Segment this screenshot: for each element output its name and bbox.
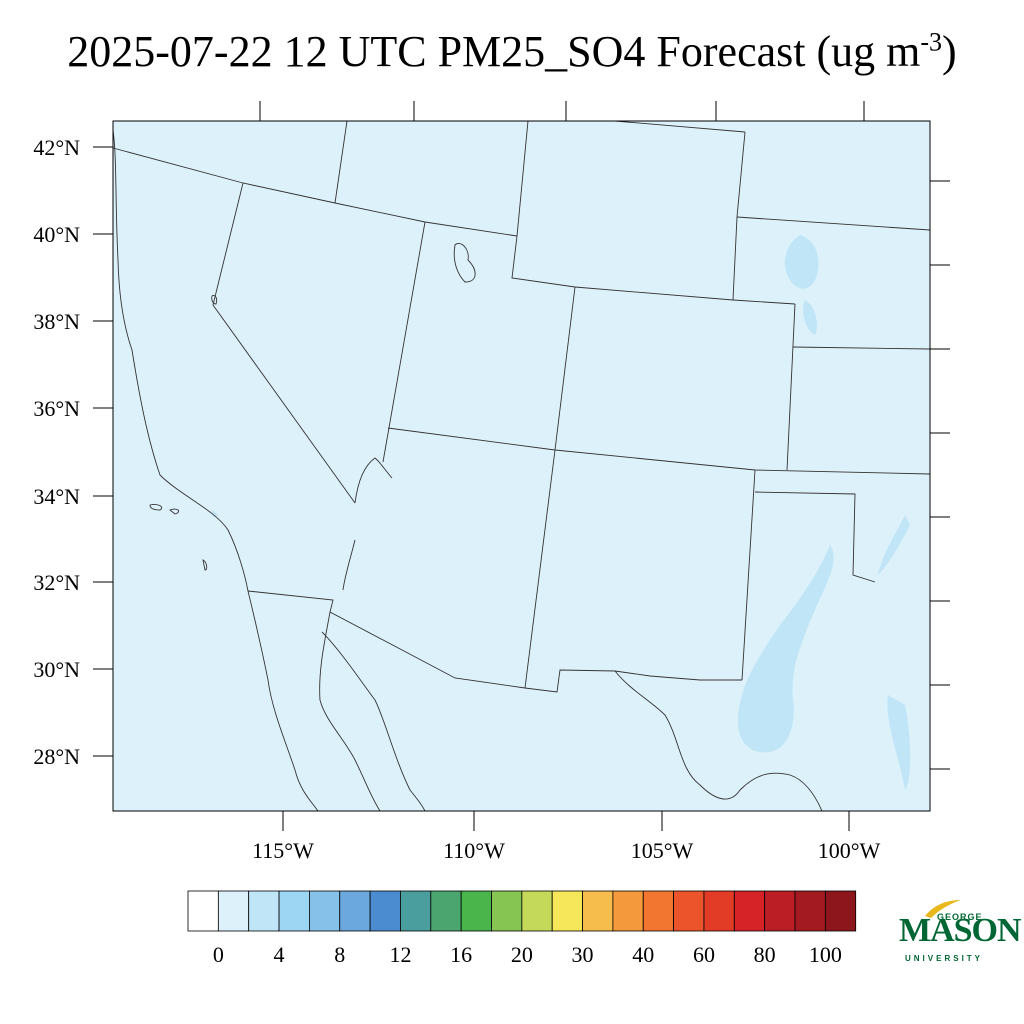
colorbar-label: 12 (389, 942, 411, 967)
map-field (113, 121, 930, 811)
concentration-contours (212, 235, 911, 790)
colorbar-label: 8 (334, 942, 345, 967)
colorbar-box (460, 890, 492, 932)
colorbar-label: 80 (754, 942, 776, 967)
colorbar-box (339, 890, 371, 932)
logo-flourish-icon (925, 900, 961, 918)
lat-label: 28°N (33, 744, 80, 769)
right-ticks (930, 180, 950, 770)
colorbar-label: 100 (809, 942, 842, 967)
colorbar-box (400, 890, 432, 932)
colorbar-label: 4 (274, 942, 285, 967)
map-frame (112, 120, 931, 812)
colorbar (187, 890, 857, 932)
colorbar-box (430, 890, 462, 932)
title-exponent: -3 (920, 27, 943, 57)
lat-label: 42°N (33, 135, 80, 160)
colorbar-label: 30 (572, 942, 594, 967)
lat-label: 38°N (33, 309, 80, 334)
colorbar-box (308, 890, 341, 932)
logo-university: UNIVERSITY (905, 954, 984, 963)
title-text: 2025-07-22 12 UTC PM25_SO4 Forecast (ug … (67, 27, 921, 76)
longitude-labels: 115°W 110°W 105°W 100°W (252, 838, 880, 863)
colorbar-label: 16 (450, 942, 472, 967)
colorbar-box (278, 890, 310, 932)
colorbar-box (217, 890, 250, 932)
colorbar-box (733, 890, 766, 932)
colorbar-box (187, 890, 219, 932)
colorbar-label: 40 (632, 942, 654, 967)
colorbar-box (521, 890, 553, 932)
lat-label: 40°N (33, 222, 80, 247)
top-ticks (259, 101, 865, 121)
lat-label: 36°N (33, 396, 80, 421)
lon-label: 105°W (631, 838, 694, 863)
colorbar-label: 20 (511, 942, 533, 967)
colorbar-box (673, 890, 705, 932)
colorbar-box (582, 890, 614, 932)
colorbar-box (369, 890, 401, 932)
bottom-ticks (282, 811, 850, 831)
colorbar-box (764, 890, 796, 932)
political-boundaries (112, 120, 931, 812)
colorbar-labels: 0 4 8 12 16 20 30 40 60 80 100 (213, 942, 842, 967)
lon-label: 100°W (818, 838, 881, 863)
colorbar-label: 60 (693, 942, 715, 967)
lon-label: 115°W (252, 838, 314, 863)
latitude-labels: 42°N 40°N 38°N 36°N 34°N 32°N 30°N 28°N (33, 135, 80, 769)
colorbar-box (642, 890, 675, 932)
gmu-logo: GEORGE MASON UNIVERSITY (897, 898, 1022, 970)
colorbar-box (824, 890, 857, 932)
logo-george: GEORGE (937, 912, 983, 922)
colorbar-box (703, 890, 735, 932)
colorbar-box (551, 890, 583, 932)
title-close: ) (942, 27, 957, 76)
lat-label: 34°N (33, 484, 80, 509)
colorbar-box (794, 890, 826, 932)
colorbar-box (491, 890, 523, 932)
colorbar-box (248, 890, 280, 932)
left-ticks (93, 146, 113, 757)
logo-mason: MASON (899, 912, 1022, 949)
lat-label: 32°N (33, 570, 80, 595)
lon-label: 110°W (443, 838, 505, 863)
colorbar-label: 0 (213, 942, 224, 967)
map-title: 2025-07-22 12 UTC PM25_SO4 Forecast (ug … (0, 26, 1024, 77)
lat-label: 30°N (33, 657, 80, 682)
colorbar-box (612, 890, 644, 932)
